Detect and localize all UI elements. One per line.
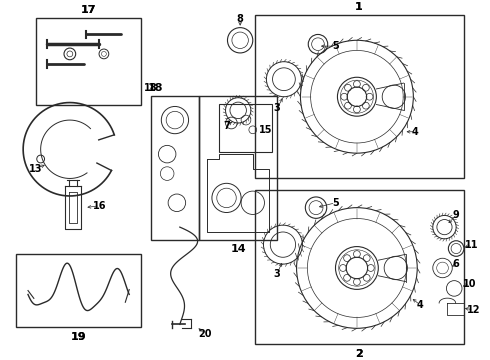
Text: 12: 12 <box>467 305 480 315</box>
Text: 8: 8 <box>237 14 244 24</box>
Bar <box>219 104 272 152</box>
Text: 5: 5 <box>332 41 339 51</box>
Bar <box>255 190 464 344</box>
Bar <box>150 96 199 240</box>
Text: 14: 14 <box>230 244 246 255</box>
Text: 13: 13 <box>29 164 43 174</box>
Text: 5: 5 <box>332 198 339 208</box>
Bar <box>36 18 141 105</box>
Text: 17: 17 <box>80 5 96 15</box>
Text: 18: 18 <box>147 83 163 93</box>
Text: 4: 4 <box>412 127 418 137</box>
Text: 1: 1 <box>355 2 363 12</box>
Text: 4: 4 <box>417 300 423 310</box>
Text: 7: 7 <box>223 121 230 131</box>
Text: 20: 20 <box>198 329 212 339</box>
Bar <box>255 15 464 179</box>
Text: 17: 17 <box>80 5 96 15</box>
Text: 19: 19 <box>71 332 86 342</box>
Text: 11: 11 <box>465 240 478 249</box>
Text: 3: 3 <box>274 103 280 113</box>
Text: 6: 6 <box>453 259 460 269</box>
Text: 2: 2 <box>355 348 363 359</box>
Text: 19: 19 <box>71 332 86 342</box>
Text: 9: 9 <box>453 211 460 220</box>
Text: 2: 2 <box>355 348 363 359</box>
Bar <box>199 96 277 240</box>
Text: 16: 16 <box>93 201 107 211</box>
Bar <box>16 255 141 327</box>
Text: 3: 3 <box>274 269 280 279</box>
Text: 15: 15 <box>259 125 272 135</box>
Text: 18: 18 <box>144 83 157 93</box>
Text: 10: 10 <box>463 279 477 289</box>
Text: 1: 1 <box>355 2 363 12</box>
